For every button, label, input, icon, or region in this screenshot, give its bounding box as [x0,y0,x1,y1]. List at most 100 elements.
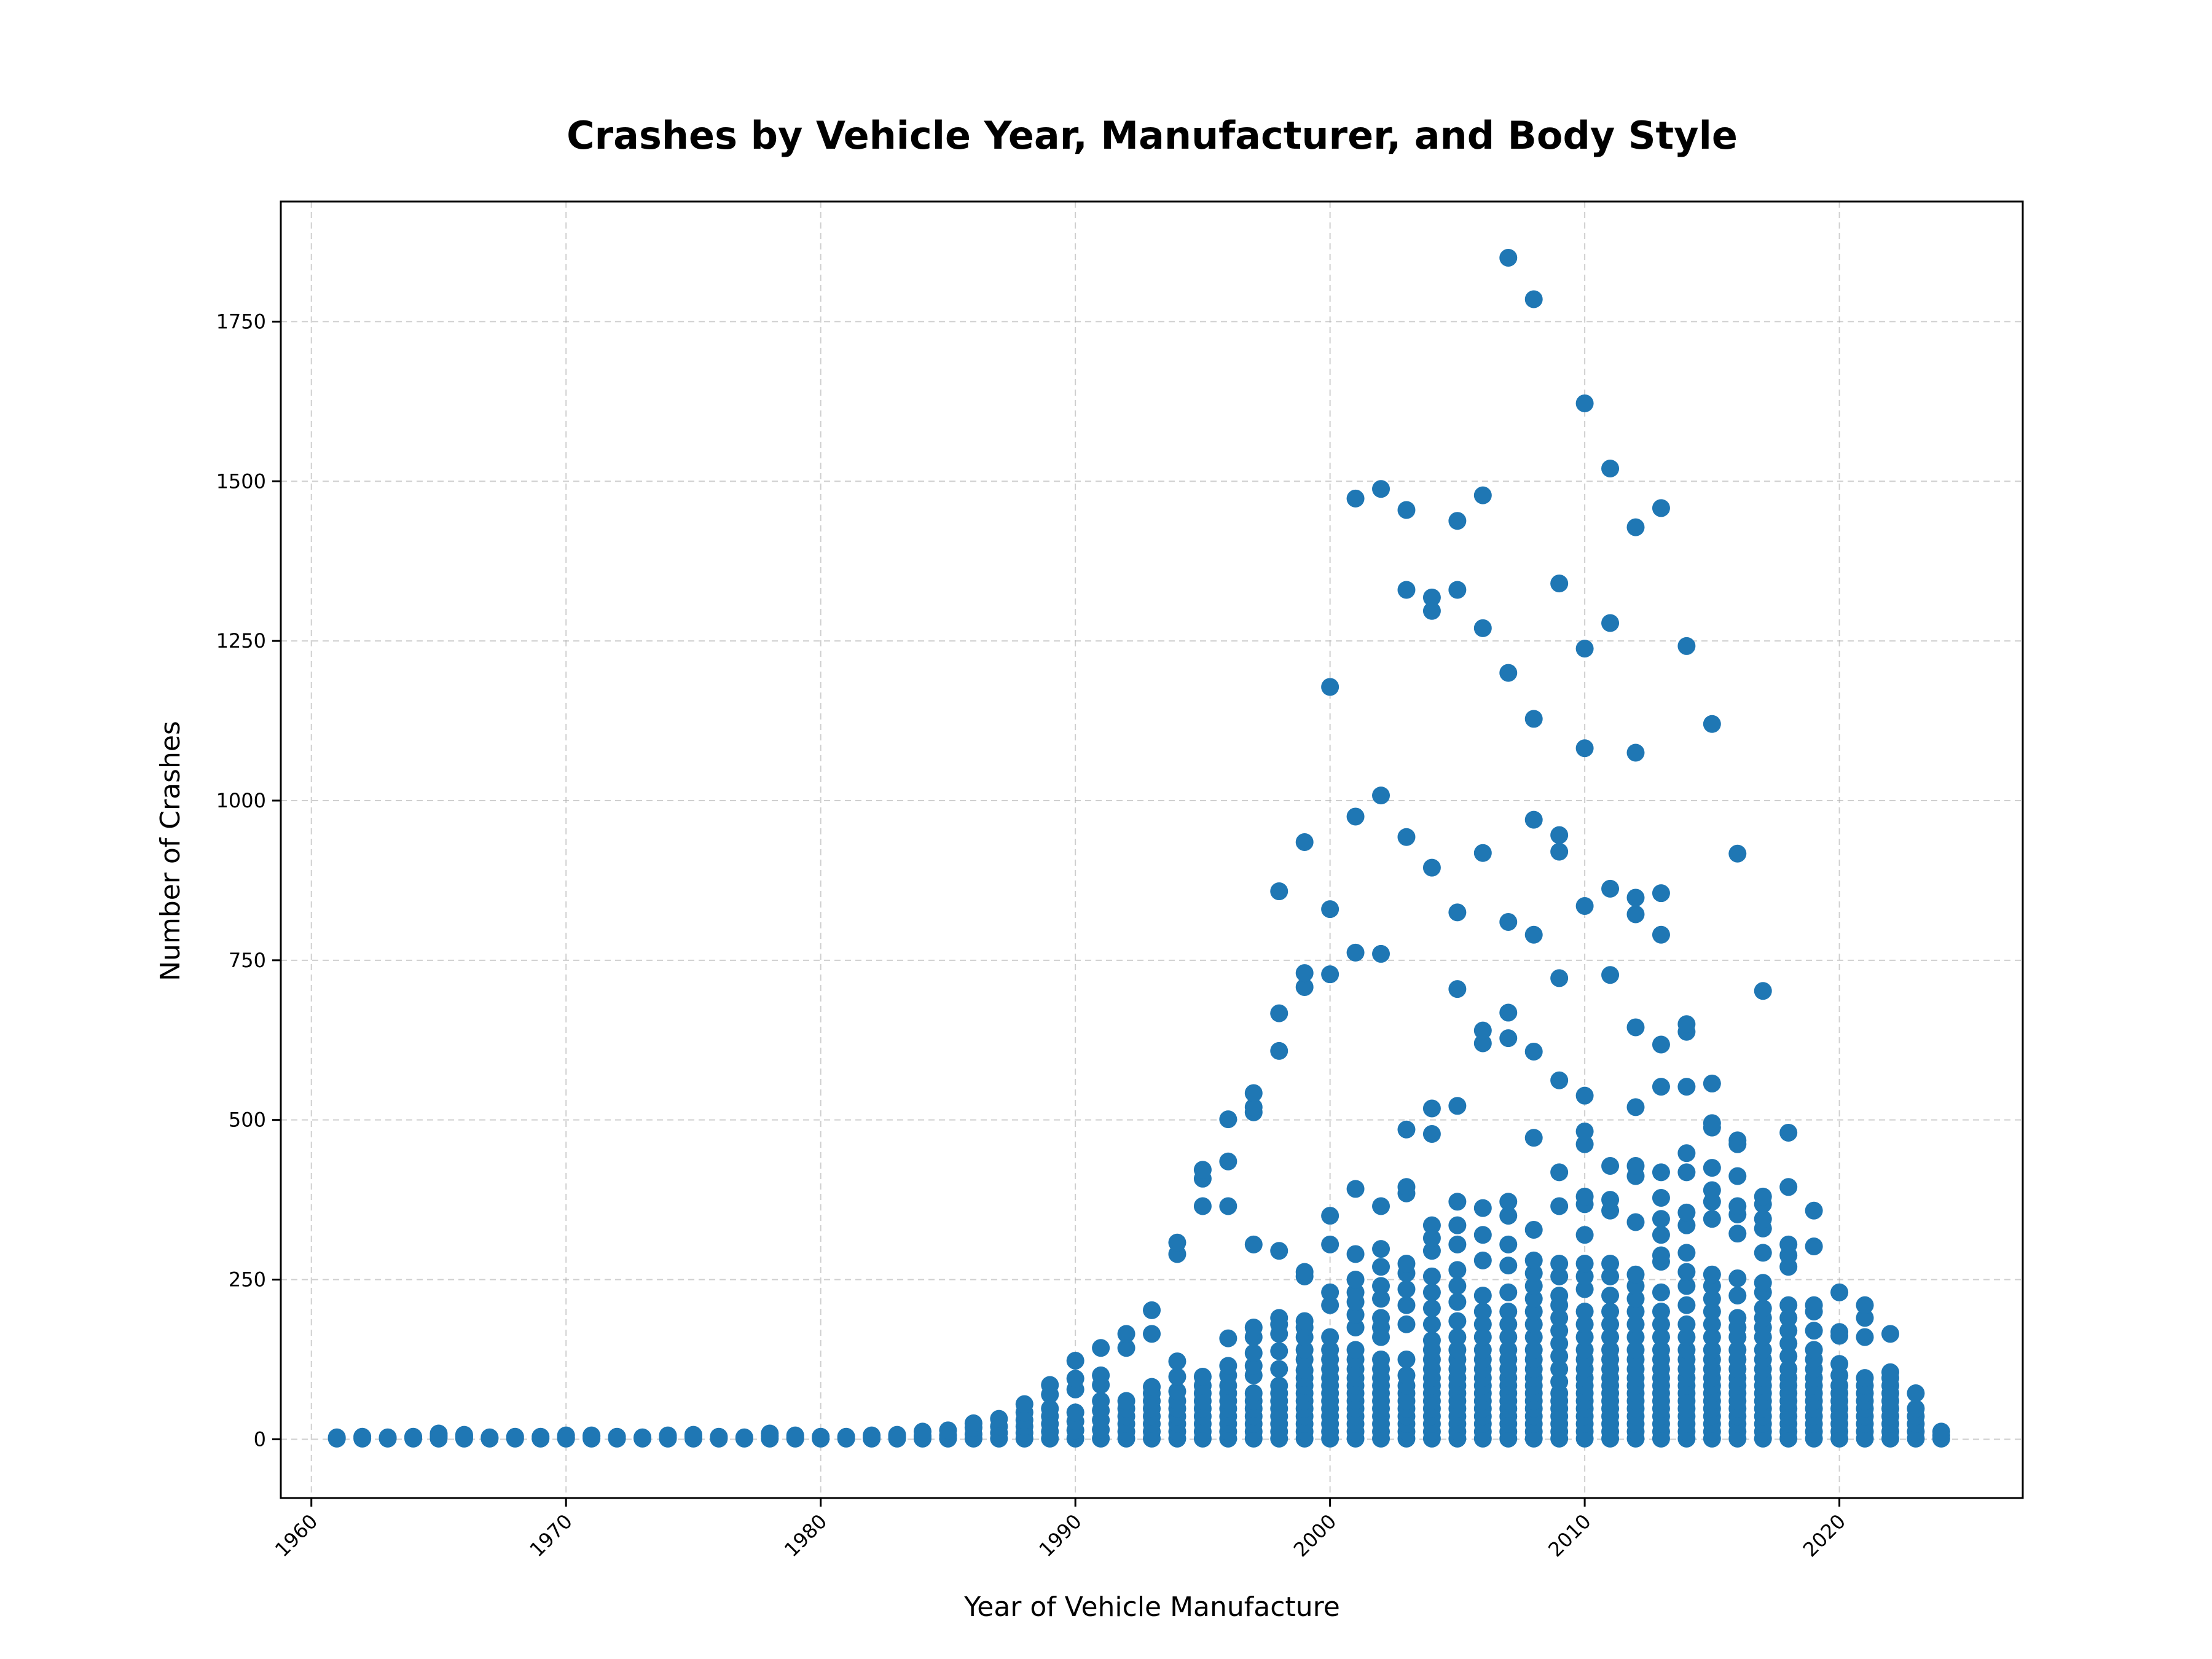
scatter-point [1779,1178,1798,1196]
scatter-point [633,1428,652,1446]
scatter-point [1448,980,1467,998]
scatter-point [1244,1318,1263,1336]
scatter-point [1524,1220,1543,1239]
scatter-point [1575,1255,1594,1273]
scatter-point [1448,1193,1467,1211]
scatter-point [1270,1309,1288,1327]
scatter-point [1448,1328,1467,1346]
scatter-point [1422,858,1441,877]
scatter-point [1677,1263,1696,1281]
scatter-point [1601,879,1620,898]
scatter-point [557,1426,575,1445]
scatter-point [1728,1341,1747,1359]
scatter-point [1856,1328,1874,1346]
scatter-point [1321,1328,1339,1346]
scatter-point [1473,844,1492,862]
scatter-point [1372,1197,1390,1215]
scatter-point [1626,1315,1645,1333]
scatter-point [1601,1341,1620,1359]
scatter-point [1372,480,1390,498]
scatter-point [1244,1235,1263,1253]
scatter-point [608,1427,626,1446]
scatter-point [1677,1244,1696,1262]
scatter-point [1677,1341,1696,1359]
scatter-point [1550,1197,1569,1215]
scatter-point [1652,1341,1670,1359]
y-tick-label: 1000 [216,789,266,812]
scatter-point [1754,1274,1772,1292]
scatter-point [1015,1395,1033,1413]
grid-lines [281,202,2023,1498]
scatter-point [1244,1344,1263,1362]
scatter-point [1779,1347,1798,1365]
scatter-point [1779,1309,1798,1327]
scatter-point [1677,1078,1696,1096]
scatter-point [1652,1035,1670,1054]
scatter-point [506,1427,524,1446]
scatter-point [1321,1296,1339,1314]
scatter-point [1550,1255,1569,1273]
y-tick-label: 750 [229,949,266,972]
scatter-point [1703,715,1721,733]
scatter-point [1372,1350,1390,1368]
scatter-point [1754,1187,1772,1206]
scatter-point [1041,1399,1059,1418]
scatter-point [1448,1235,1467,1253]
scatter-point [1550,969,1569,987]
chart-title: Crashes by Vehicle Year, Manufacturer, a… [567,113,1738,158]
scatter-point [1448,512,1467,530]
x-axis-label: Year of Vehicle Manufacture [963,1591,1340,1623]
scatter-point [1601,1302,1620,1320]
scatter-point [1626,1213,1645,1231]
scatter-point [1754,1244,1772,1262]
scatter-point [1575,1315,1594,1333]
scatter-point [1499,1315,1518,1333]
scatter-point [1422,602,1441,620]
scatter-point [1422,1283,1441,1301]
scatter-point [1550,1071,1569,1089]
scatter-point [1448,1216,1467,1234]
scatter-point [1524,1251,1543,1269]
scatter-point [1473,1251,1492,1269]
scatter-point [1601,1328,1620,1346]
scatter-point [1295,1312,1314,1330]
scatter-point [1601,459,1620,477]
scatter-point [1601,1255,1620,1273]
scatter-point [1575,1280,1594,1298]
scatter-point [378,1428,397,1446]
scatter-point [1575,1302,1594,1320]
scatter-point [1677,1144,1696,1163]
scatter-point [1168,1368,1186,1386]
scatter-point [1703,1290,1721,1308]
scatter-point [1677,1015,1696,1033]
scatter-point [1524,1302,1543,1320]
scatter-point [1856,1296,1874,1314]
scatter-point [1652,1246,1670,1265]
scatter-point [1550,575,1569,593]
scatter-point [1295,978,1314,996]
scatter-point [1448,1097,1467,1115]
plot-area-frame [280,200,2024,1499]
scatter-point [1346,1341,1365,1359]
scatter-point [1575,1122,1594,1140]
scatter-point [1499,1283,1518,1301]
scatter-point [480,1428,499,1446]
scatter-point [1677,1163,1696,1182]
scatter-point [1524,1277,1543,1295]
scatter-point [1830,1323,1849,1341]
scatter-point [1473,1034,1492,1053]
scatter-point [1728,1225,1747,1243]
scatter-point [1270,1004,1288,1022]
scatter-point [1219,1357,1237,1375]
scatter-point [1652,1328,1670,1346]
scatter-point [1652,1315,1670,1333]
scatter-point [1499,248,1518,267]
scatter-point [913,1422,931,1441]
scatter-point [1295,833,1314,852]
scatter-point [1601,1191,1620,1209]
scatter-point [429,1424,448,1443]
scatter-point [1143,1301,1161,1319]
scatter-point [1295,1263,1314,1281]
scatter-point [1728,1197,1747,1215]
scatter-point [1372,1290,1390,1308]
